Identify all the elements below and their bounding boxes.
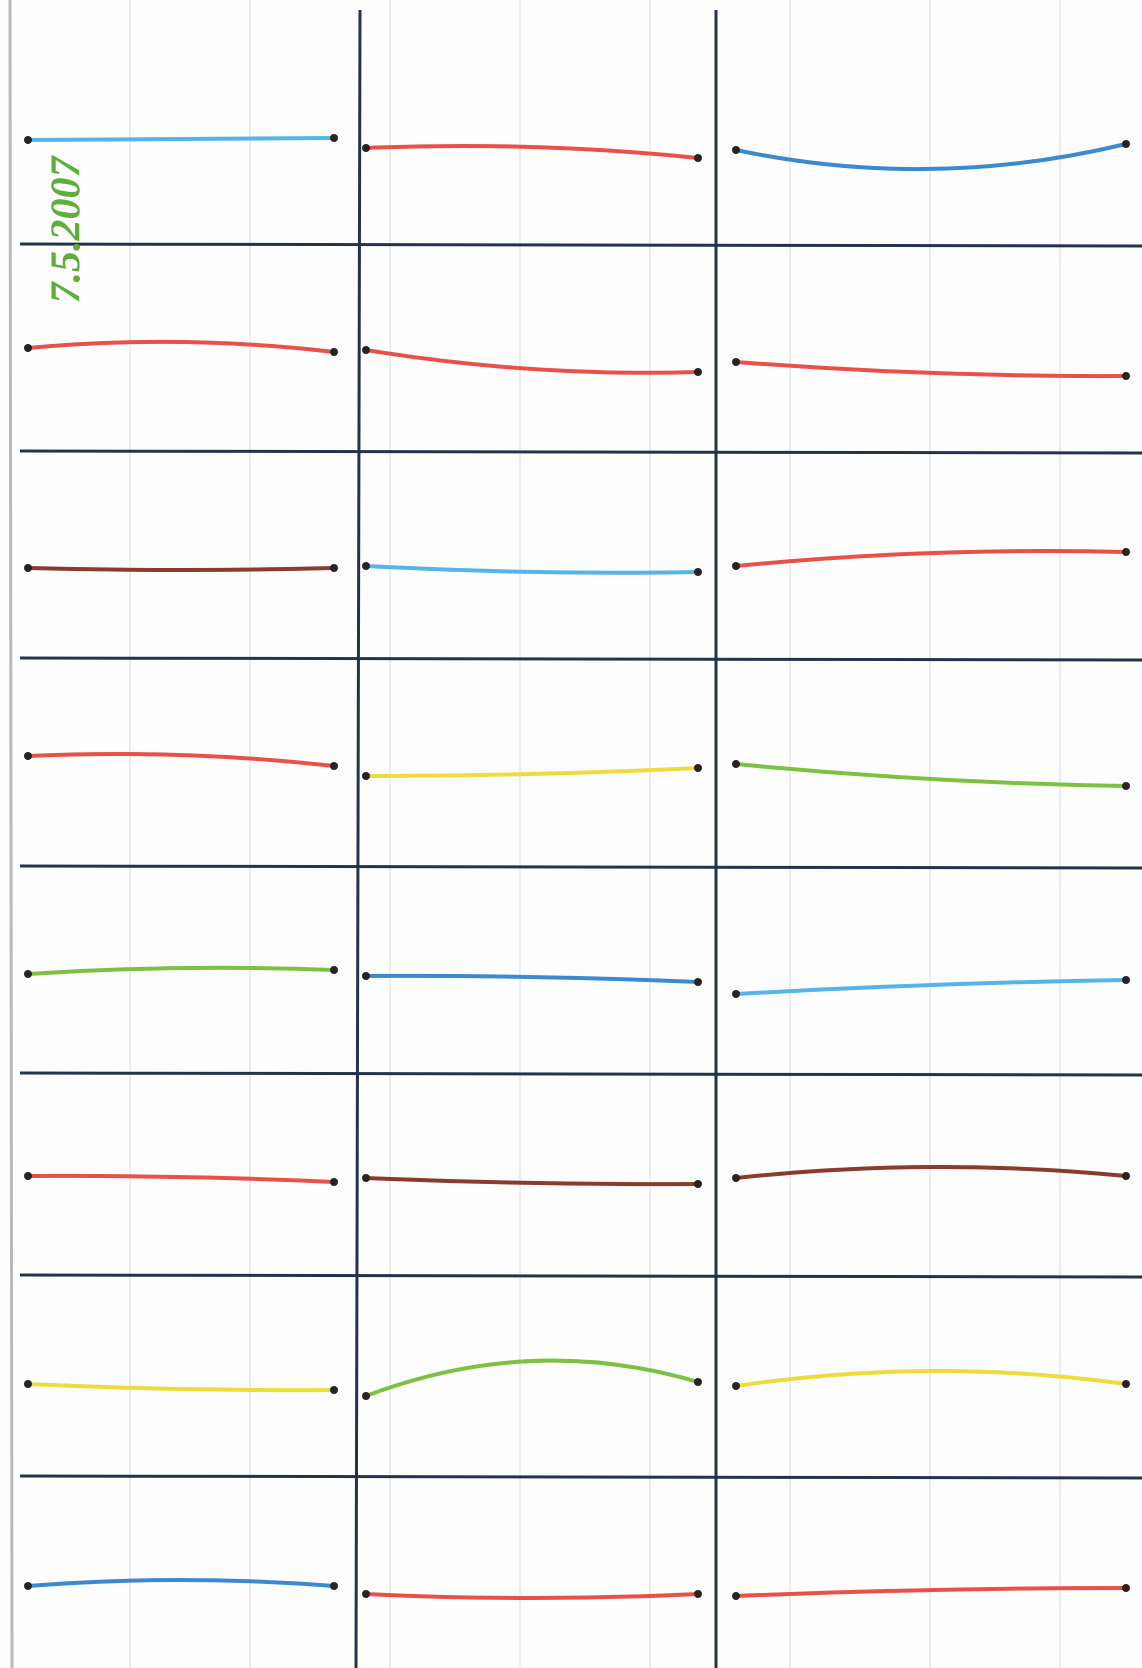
end-dot xyxy=(1122,140,1130,148)
end-dot xyxy=(330,1582,338,1590)
paper xyxy=(0,0,1142,1668)
notebook-page: 7.5.2007 xyxy=(0,0,1142,1668)
end-dot xyxy=(1122,1380,1130,1388)
page-edge xyxy=(10,0,12,1668)
row-rule xyxy=(20,244,1142,246)
end-dot xyxy=(694,978,702,986)
end-dot xyxy=(24,564,32,572)
row-rule xyxy=(20,451,1142,453)
row-rule xyxy=(20,866,1142,868)
end-dot xyxy=(694,1378,702,1386)
end-dot xyxy=(732,760,740,768)
end-dot xyxy=(330,762,338,770)
end-dot xyxy=(330,966,338,974)
end-dot xyxy=(362,144,370,152)
end-dot xyxy=(1122,1584,1130,1592)
end-dot xyxy=(330,134,338,142)
end-dot xyxy=(362,1174,370,1182)
end-dot xyxy=(694,568,702,576)
end-dot xyxy=(694,1180,702,1188)
end-dot xyxy=(1122,548,1130,556)
end-dot xyxy=(1122,1172,1130,1180)
pencil-line xyxy=(28,138,334,140)
end-dot xyxy=(1122,782,1130,790)
end-dot xyxy=(362,772,370,780)
end-dot xyxy=(24,752,32,760)
end-dot xyxy=(330,564,338,572)
end-dot xyxy=(732,1592,740,1600)
end-dot xyxy=(330,1386,338,1394)
end-dot xyxy=(24,1172,32,1180)
end-dot xyxy=(732,358,740,366)
end-dot xyxy=(362,346,370,354)
end-dot xyxy=(24,1380,32,1388)
pencil-line xyxy=(28,568,334,570)
row-rule xyxy=(20,1073,1142,1075)
end-dot xyxy=(1122,976,1130,984)
end-dot xyxy=(694,1590,702,1598)
end-dot xyxy=(24,344,32,352)
row-rule xyxy=(20,1275,1142,1277)
end-dot xyxy=(362,1590,370,1598)
end-dot xyxy=(24,1582,32,1590)
end-dot xyxy=(694,154,702,162)
end-dot xyxy=(24,970,32,978)
end-dot xyxy=(362,562,370,570)
row-rule xyxy=(20,658,1142,660)
end-dot xyxy=(1122,372,1130,380)
end-dot xyxy=(732,990,740,998)
end-dot xyxy=(732,562,740,570)
end-dot xyxy=(330,1178,338,1186)
end-dot xyxy=(694,368,702,376)
end-dot xyxy=(732,1382,740,1390)
end-dot xyxy=(732,1174,740,1182)
row-rule xyxy=(20,1476,1142,1478)
end-dot xyxy=(694,764,702,772)
end-dot xyxy=(362,972,370,980)
end-dot xyxy=(362,1392,370,1400)
end-dot xyxy=(24,136,32,144)
date-note: 7.5.2007 xyxy=(44,155,90,304)
end-dot xyxy=(330,348,338,356)
end-dot xyxy=(732,146,740,154)
